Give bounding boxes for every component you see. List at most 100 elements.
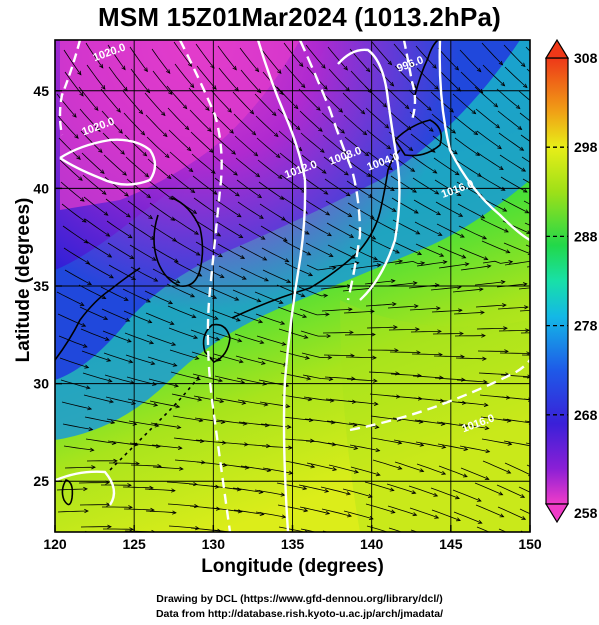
streamline <box>325 200 352 217</box>
streamline-arrowhead <box>175 279 181 284</box>
streamline <box>453 511 482 524</box>
streamline-arrowhead <box>76 155 81 160</box>
colorbar-body <box>545 57 569 505</box>
streamline <box>216 221 243 238</box>
streamline-arrowhead <box>240 254 246 259</box>
streamline <box>236 377 267 385</box>
streamline <box>298 286 328 297</box>
streamline <box>152 466 183 470</box>
streamline-arrowhead <box>305 355 310 360</box>
isobar-contours <box>55 40 530 532</box>
streamline-arrowhead <box>368 515 374 520</box>
streamline <box>300 330 331 337</box>
streamline <box>125 156 149 178</box>
streamline <box>233 509 264 515</box>
streamline <box>214 375 245 384</box>
x-tick-label: 150 <box>518 536 542 552</box>
streamline-arrowhead <box>500 186 506 191</box>
streamline-arrowhead <box>189 83 195 89</box>
streamline-arrowhead <box>486 264 492 269</box>
streamline <box>283 438 314 442</box>
streamline-arrowhead <box>324 488 330 493</box>
streamline <box>303 396 334 402</box>
streamline <box>327 442 358 449</box>
streamline <box>234 333 264 344</box>
streamline <box>261 445 292 449</box>
streamline-arrowhead <box>209 148 214 154</box>
streamline <box>371 41 392 65</box>
streamline <box>212 331 242 342</box>
streamline-arrowhead <box>198 418 204 423</box>
streamline <box>284 64 306 88</box>
streamline <box>190 131 214 153</box>
streamline <box>147 533 177 535</box>
streamline <box>217 243 245 259</box>
streamline-arrowhead <box>500 280 506 285</box>
streamline <box>388 527 404 532</box>
streamline-arrowhead <box>410 167 416 172</box>
streamline <box>476 526 491 532</box>
streamline-arrowhead <box>451 129 457 134</box>
streamline <box>328 262 359 268</box>
streamline <box>477 152 504 170</box>
streamline <box>103 352 133 363</box>
streamline-arrowhead <box>288 470 294 475</box>
streamline <box>237 201 264 219</box>
streamline <box>104 374 135 384</box>
streamline-arrowhead <box>85 260 91 265</box>
streamline-arrowhead <box>237 509 243 514</box>
streamline <box>365 107 389 129</box>
streamline <box>438 69 461 92</box>
streamline <box>151 48 171 74</box>
streamline <box>474 281 505 286</box>
streamline <box>394 461 424 472</box>
streamline <box>368 371 400 374</box>
streamline <box>324 376 355 380</box>
streamline-arrowhead <box>415 327 420 332</box>
streamline-arrowhead <box>77 70 82 76</box>
streamline <box>262 269 291 283</box>
streamline <box>328 464 359 473</box>
colorbar: 308 298 288 278 268 258 <box>544 38 598 524</box>
streamline <box>194 417 225 423</box>
streamline <box>101 110 123 134</box>
streamline-arrowhead <box>103 211 109 216</box>
streamline-arrowhead <box>471 109 477 115</box>
streamline <box>64 71 84 97</box>
streamline-arrowhead <box>460 233 465 238</box>
streamline-arrowhead <box>414 304 419 309</box>
streamline <box>105 396 136 405</box>
streamline <box>371 437 402 444</box>
streamline-arrowhead <box>143 67 148 73</box>
streamline-arrowhead <box>253 151 259 157</box>
streamline <box>521 156 530 163</box>
y-tick-label: 45 <box>33 83 49 99</box>
streamline <box>415 441 446 448</box>
streamline-arrowhead <box>308 417 314 423</box>
streamline-arrowhead <box>118 129 123 134</box>
streamline <box>193 197 219 216</box>
streamline <box>414 419 445 425</box>
streamline-arrowhead <box>186 146 192 152</box>
streamline <box>103 154 127 176</box>
streamline <box>254 93 277 116</box>
streamline <box>84 416 115 424</box>
streamline <box>218 67 239 92</box>
streamline-arrowhead <box>477 519 483 524</box>
streamline <box>390 373 422 377</box>
streamline-arrowhead <box>463 446 469 451</box>
streamline-arrowhead <box>215 336 221 341</box>
streamline <box>126 178 151 199</box>
streamline <box>435 201 463 217</box>
streamline <box>240 465 271 472</box>
streamline-arrowhead <box>273 132 279 138</box>
streamline <box>344 334 376 336</box>
streamline <box>482 460 511 474</box>
isobar-1012 <box>256 40 307 532</box>
streamline <box>152 70 173 95</box>
streamline <box>320 285 351 290</box>
x-tick-label: 125 <box>122 536 146 552</box>
streamline-arrowhead <box>281 341 287 346</box>
streamline <box>240 267 269 282</box>
streamline-arrowhead <box>140 130 146 136</box>
